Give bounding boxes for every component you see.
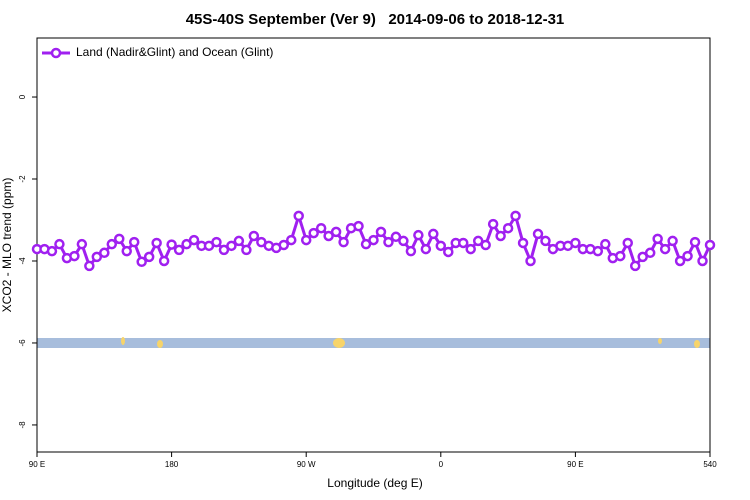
data-point [615, 250, 626, 262]
data-point [390, 231, 402, 243]
data-point [360, 238, 372, 250]
data-point [532, 228, 544, 240]
data-point [443, 246, 454, 258]
data-point [226, 240, 237, 252]
y-tick-label: -6 [18, 339, 27, 347]
data-point [293, 210, 304, 222]
y-tick-label: -4 [18, 257, 27, 265]
data-point [248, 230, 260, 242]
data-point [285, 234, 297, 246]
data-point [211, 236, 222, 248]
data-point [278, 239, 290, 251]
data-point [659, 243, 671, 255]
data-point [629, 260, 641, 272]
data-point [181, 238, 192, 250]
data-point [315, 222, 327, 234]
data-point [166, 239, 177, 250]
data-point [106, 238, 118, 250]
map-strip [37, 337, 710, 348]
data-point [600, 238, 611, 250]
data-point [704, 239, 716, 251]
data-point [472, 235, 484, 247]
legend-marker [50, 47, 62, 59]
x-tick-label: 90 E [29, 460, 45, 469]
x-axis-label: Longitude (deg E) [327, 476, 422, 490]
data-point [570, 237, 581, 249]
data-point [428, 228, 439, 240]
data-point [420, 243, 432, 255]
data-point [682, 250, 693, 262]
legend-label: Land (Nadir&Glint) and Ocean (Glint) [76, 45, 273, 59]
data-point [383, 236, 394, 248]
data-point [689, 236, 701, 248]
data-point [300, 234, 312, 246]
data-point [91, 251, 103, 263]
data-point [99, 247, 110, 259]
data-point [151, 237, 162, 249]
data-point [652, 233, 663, 245]
data-point [136, 256, 147, 268]
y-tick-label: -8 [18, 421, 27, 429]
data-point [375, 226, 387, 238]
x-tick-label: 180 [165, 460, 179, 469]
y-axis-label: XCO2 - MLO trend (ppm) [0, 178, 14, 313]
data-point [368, 234, 379, 246]
data-point [435, 240, 447, 252]
data-point [128, 236, 140, 248]
chart-title: 45S-40S September (Ver 9) 2014-09-06 to … [186, 11, 565, 28]
data-point [510, 210, 521, 222]
data-point [54, 238, 65, 250]
data-point [218, 244, 230, 256]
data-point [697, 255, 708, 267]
data-point [487, 218, 499, 230]
x-tick-label: 90 W [297, 460, 316, 469]
data-point [143, 251, 155, 263]
x-tick-label: 90 E [567, 460, 583, 469]
data-point [398, 235, 409, 247]
data-point [502, 222, 514, 234]
data-point [158, 255, 170, 267]
data-point [241, 244, 252, 256]
data-point [644, 247, 656, 259]
data-point [495, 230, 506, 242]
y-tick-label: -2 [18, 175, 27, 183]
data-point [637, 251, 648, 263]
data-point [69, 250, 80, 262]
data-point [480, 239, 491, 251]
data-point [188, 234, 200, 246]
legend: Land (Nadir&Glint) and Ocean (Glint) [42, 45, 273, 59]
y-tick-label: 0 [18, 94, 27, 99]
data-point [525, 255, 536, 267]
data-point [121, 245, 132, 257]
data-point [330, 226, 342, 238]
data-point [76, 238, 88, 250]
data-point [338, 236, 349, 248]
data-point [323, 230, 334, 242]
data-point [457, 237, 469, 249]
data-point [413, 229, 424, 241]
data-point [465, 243, 476, 255]
data-point [84, 260, 95, 272]
data-point [353, 220, 364, 232]
data-point [114, 233, 125, 245]
data-point [173, 244, 185, 256]
data-point [540, 235, 551, 247]
data-point [233, 235, 245, 247]
x-tick-label: 540 [703, 460, 717, 469]
data-point [517, 237, 529, 249]
data-point [592, 245, 604, 257]
x-tick-label: 0 [439, 460, 444, 469]
data-point [308, 227, 319, 239]
data-point [674, 255, 686, 267]
data-point [622, 237, 633, 249]
data-point [667, 235, 678, 247]
data-point [46, 245, 58, 257]
data-point [405, 245, 417, 257]
